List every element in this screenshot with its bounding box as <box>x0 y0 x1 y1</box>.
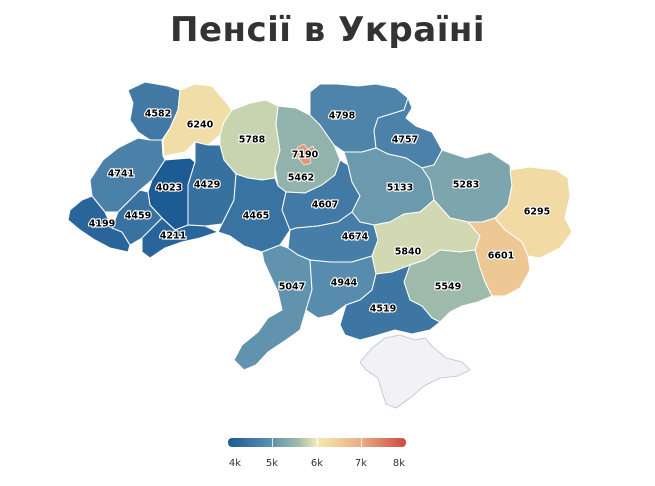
value-label-zhytomyr: 5788 <box>239 135 266 146</box>
legend-tick-mark <box>361 438 362 447</box>
value-label-sumy: 4757 <box>392 135 418 146</box>
legend-tick-mark <box>272 438 273 447</box>
value-label-kirovohrad: 4674 <box>342 232 369 243</box>
value-label-zaporizhzhia: 5549 <box>435 282 461 293</box>
legend-label-4k: 4k <box>228 458 242 469</box>
value-label-kherson: 4519 <box>370 304 396 315</box>
region-kherson[interactable] <box>339 264 441 341</box>
value-label-vinnytsia: 4465 <box>243 211 269 222</box>
region-odesa[interactable] <box>233 244 313 371</box>
value-label-mykolaiv: 4944 <box>331 278 358 289</box>
legend-tick-mark <box>317 438 318 447</box>
value-label-luhansk: 6295 <box>524 207 550 218</box>
value-label-ivano-frankivsk: 4459 <box>125 211 151 222</box>
value-label-lviv: 4741 <box>108 169 134 180</box>
region-kyiv-city[interactable] <box>293 143 317 166</box>
legend-label-8k: 8k <box>392 458 406 469</box>
value-label-cherkasy: 4607 <box>312 200 338 211</box>
color-legend: 4k 5k 6k 7k 8k <box>228 438 406 478</box>
value-label-khmelnytskyi: 4429 <box>194 180 220 191</box>
value-label-chernihiv: 4798 <box>329 111 356 122</box>
legend-label-6k: 6k <box>310 458 324 469</box>
legend-label-7k: 7k <box>354 458 368 469</box>
value-label-ternopil: 4023 <box>156 183 182 194</box>
value-label-volyn: 4582 <box>145 109 171 120</box>
region-crimea[interactable] <box>359 334 471 409</box>
value-label-donetsk: 6601 <box>488 251 514 262</box>
value-label-zakarpattia: 4199 <box>89 219 115 230</box>
region-vinnytsia[interactable] <box>217 173 291 253</box>
legend-label-5k: 5k <box>265 458 279 469</box>
value-label-kyiv-city: 7190 <box>292 150 319 161</box>
value-label-dnipropetrovsk: 5840 <box>395 247 422 258</box>
value-label-kyiv-oblast: 5462 <box>288 173 314 184</box>
value-label-rivne: 6240 <box>187 120 214 131</box>
value-label-kharkiv: 5283 <box>453 180 479 191</box>
value-label-chernivtsi: 4211 <box>160 231 186 242</box>
map-title: Пенсії в Україні <box>169 10 486 50</box>
value-label-poltava: 5133 <box>387 183 413 194</box>
value-label-odesa: 5047 <box>279 282 305 293</box>
